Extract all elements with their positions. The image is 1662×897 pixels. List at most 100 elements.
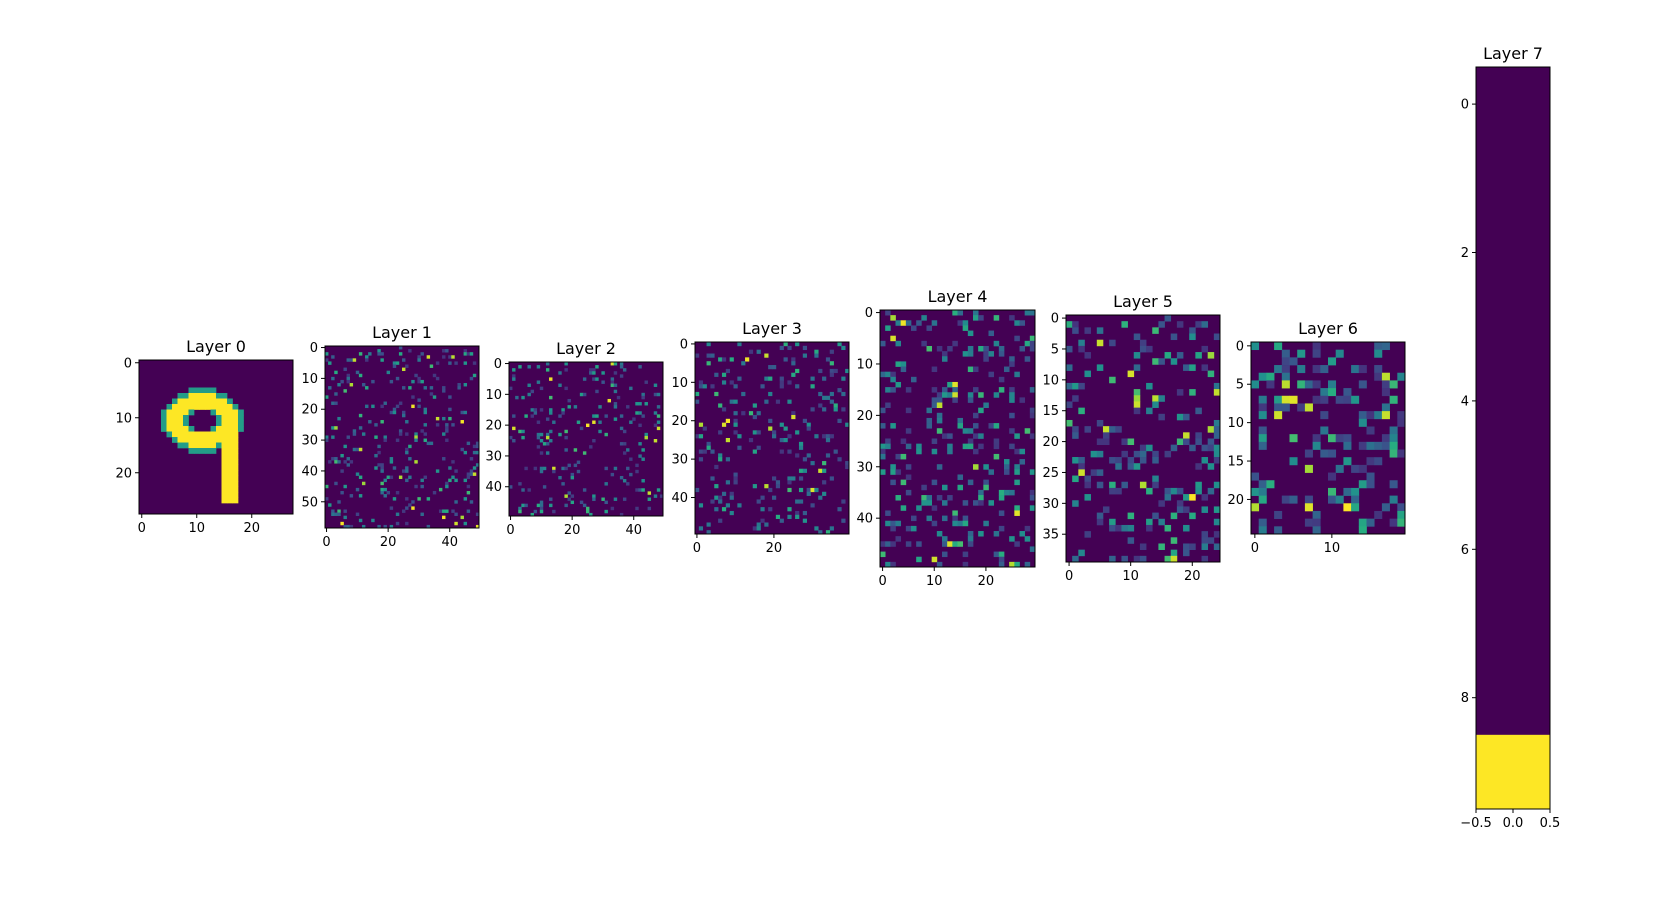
heatmap-cell	[787, 380, 792, 385]
heatmap-cell	[1133, 364, 1141, 371]
heatmap-cell	[1176, 321, 1184, 328]
heatmap-cell	[1201, 531, 1209, 538]
chart-title: Layer 4	[928, 287, 988, 306]
heatmap-cell	[183, 431, 189, 438]
heatmap-cell	[619, 374, 624, 378]
heatmap-cell	[1207, 370, 1215, 378]
heatmap-cell	[916, 443, 922, 450]
heatmap-cell	[905, 320, 912, 326]
heatmap-cell	[829, 349, 834, 354]
heatmap-cell	[432, 395, 437, 399]
heatmap-cell	[1096, 364, 1104, 371]
heatmap-cell	[595, 389, 599, 394]
heatmap-cell	[1381, 388, 1390, 397]
heatmap-cell	[1139, 555, 1147, 563]
y-tick-label: 0	[1051, 312, 1059, 327]
heatmap-cell	[1170, 358, 1178, 365]
heatmap-cell	[725, 457, 730, 462]
heatmap-cell	[1213, 432, 1221, 439]
heatmap-cell	[936, 428, 943, 434]
heatmap-cell	[988, 371, 995, 378]
heatmap-cell	[417, 376, 421, 381]
heatmap-cell	[926, 515, 933, 522]
heatmap-cell	[947, 443, 953, 450]
heatmap-cell	[1201, 494, 1209, 501]
heatmap-cell	[810, 407, 815, 412]
heatmap-cell	[1213, 481, 1221, 489]
heatmap-cell	[1146, 345, 1153, 353]
heatmap-cell	[1328, 357, 1337, 366]
heatmap-cell	[613, 417, 618, 421]
heatmap-cell	[775, 480, 781, 485]
heatmap-cell	[227, 453, 233, 460]
heatmap-cell	[232, 431, 239, 438]
heatmap-cell	[787, 399, 792, 404]
heatmap-cell	[1374, 349, 1383, 358]
heatmap-cell	[714, 484, 719, 489]
y-tick-label: 20	[301, 403, 318, 418]
heatmap-cell	[1358, 526, 1367, 535]
heatmap-cell	[232, 404, 239, 410]
heatmap-cell	[710, 384, 715, 389]
heatmap-cell	[1024, 428, 1031, 434]
heatmap-cell	[549, 429, 553, 434]
y-tick-label: 40	[485, 480, 502, 495]
heatmap-cell	[1312, 434, 1321, 443]
heatmap-cell	[205, 387, 211, 394]
heatmap-cell	[1213, 444, 1221, 452]
heatmap-cell	[1281, 495, 1290, 504]
y-tick-label: 0	[310, 341, 318, 356]
heatmap-cell	[232, 481, 239, 487]
heatmap-cell	[1258, 526, 1267, 535]
heatmap-cell	[518, 506, 522, 511]
heatmap-cell	[435, 423, 440, 427]
heatmap-cell	[509, 386, 513, 391]
heatmap-cell	[748, 349, 754, 354]
heatmap-cell	[967, 392, 974, 398]
y-tick-label: 35	[1042, 528, 1059, 543]
heatmap-cell	[947, 495, 953, 501]
heatmap-cell	[475, 512, 480, 517]
heatmap-cell	[435, 469, 440, 473]
heatmap-cell	[822, 407, 827, 412]
heatmap-cell	[718, 499, 723, 504]
heatmap-cell	[194, 393, 200, 399]
heatmap-cell	[1127, 370, 1135, 378]
heatmap-cell	[395, 521, 400, 526]
x-tick-label: 40	[625, 523, 642, 538]
heatmap-cell	[232, 470, 239, 476]
heatmap-cell	[1266, 372, 1275, 381]
heatmap-cell	[791, 372, 796, 377]
heatmap-cell	[561, 482, 565, 486]
heatmap-cell	[718, 453, 723, 458]
heatmap-cell	[1146, 407, 1153, 415]
heatmap-cell	[558, 371, 562, 375]
heatmap-cell	[172, 415, 178, 421]
heatmap-cell	[880, 551, 886, 558]
heatmap-cell	[802, 345, 807, 351]
heatmap-cell	[656, 426, 661, 431]
heatmap-cell	[561, 408, 565, 412]
heatmap-cell	[748, 438, 754, 443]
heatmap-cell	[822, 376, 827, 381]
heatmap-cell	[1195, 463, 1202, 470]
heatmap-cell	[638, 423, 642, 428]
heatmap-cell	[947, 381, 953, 388]
heatmap-cell	[714, 372, 719, 377]
heatmap-cell	[1009, 387, 1015, 393]
heatmap-cell	[1351, 487, 1360, 496]
heatmap-cell	[216, 404, 222, 410]
heatmap-cell	[1009, 397, 1015, 403]
heatmap-cell	[451, 355, 455, 359]
heatmap-cell	[880, 423, 886, 429]
heatmap-cell	[1258, 480, 1267, 489]
heatmap-cell	[1152, 401, 1159, 408]
y-tick-label: 0	[1236, 339, 1244, 354]
heatmap-cell	[916, 320, 922, 326]
y-tick-label: 0	[124, 356, 132, 371]
heatmap-cell	[463, 497, 468, 501]
heatmap-cell	[791, 414, 796, 420]
heatmap-cell	[334, 401, 338, 405]
heatmap-cell	[890, 335, 896, 342]
heatmap-cell	[845, 464, 850, 470]
